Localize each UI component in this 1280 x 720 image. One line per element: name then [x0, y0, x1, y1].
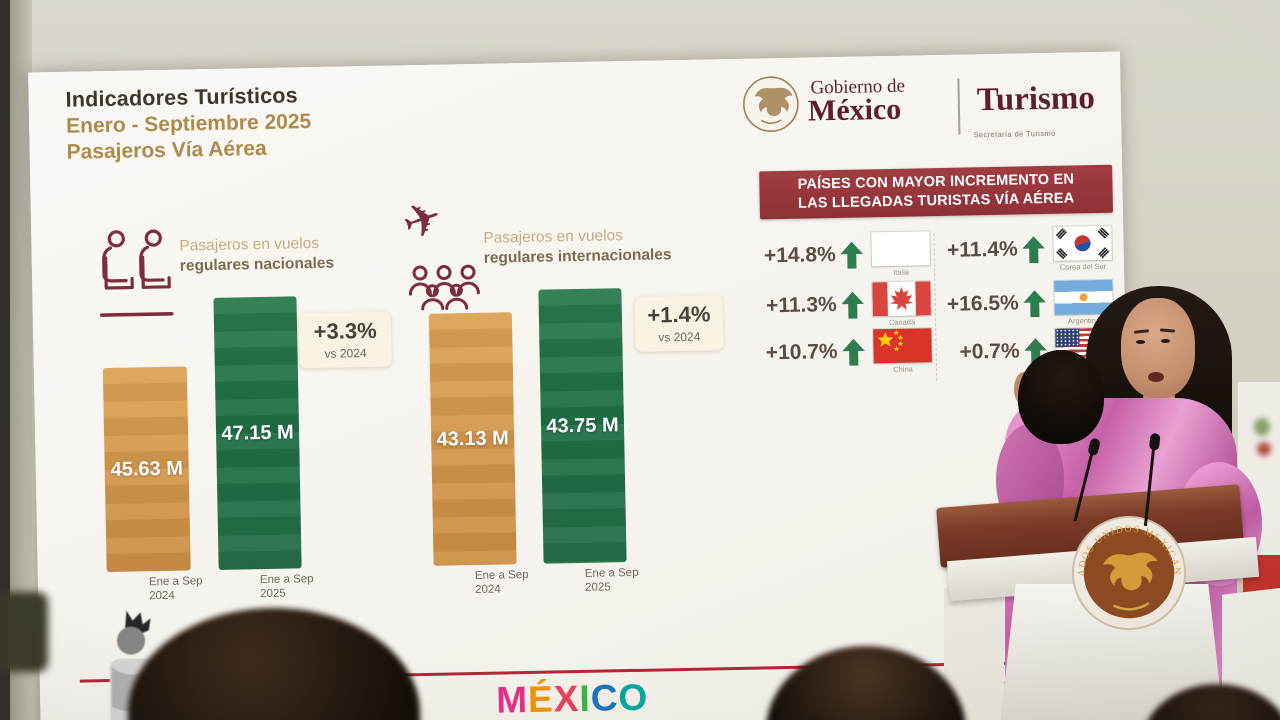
bar-period-label: Ene a Sep 2025	[259, 573, 314, 601]
wall-shadow	[10, 0, 32, 720]
up-arrow-icon	[841, 291, 864, 319]
screen-left-bezel	[0, 0, 10, 720]
brand-divider	[957, 78, 961, 135]
bar-value-label: 43.75 M	[546, 413, 619, 438]
country-increment-south-korea: +11.4%	[939, 225, 1114, 273]
panel-column-divider	[933, 233, 938, 382]
bar-value-label: 43.13 M	[436, 426, 510, 451]
speaker-eye	[1161, 339, 1170, 343]
canada-flag-icon	[872, 280, 931, 316]
seated-passengers-icon	[99, 229, 174, 317]
bar-period-label: Ene a Sep 2024	[148, 575, 203, 603]
countries-panel-header: PAÍSES CON MAYOR INCREMENTO EN LAS LLEGA…	[759, 164, 1113, 220]
country-increment-canada: +11.3% Canadá	[758, 280, 933, 328]
china-flag-icon	[873, 327, 932, 363]
up-arrow-icon	[840, 241, 863, 269]
crowd-icon	[408, 264, 480, 311]
banner-emblem-mark	[1257, 442, 1271, 456]
mexico-wordmark: México	[807, 92, 902, 128]
chart1-label-line1: Pasajeros en vuelos	[179, 234, 320, 255]
up-arrow-icon	[1024, 337, 1047, 365]
slide-title: Indicadores Turísticos	[65, 83, 299, 112]
up-arrow-icon	[1022, 235, 1045, 263]
chart2-label-line2: regulares internacionales	[483, 246, 672, 267]
gobierno-eagle-seal-icon	[743, 76, 799, 133]
bar-period-label: Ene a Sep 2024	[474, 568, 529, 596]
slide-subtitle-topic: Pasajeros Vía Aérea	[66, 136, 267, 164]
delta-badge-internacionales: +1.4% vs 2024	[634, 295, 724, 352]
bar-period-label: Ene a Sep 2025	[584, 566, 639, 594]
up-arrow-icon	[1023, 289, 1046, 317]
delta-badge-nacionales: +3.3% vs 2024	[298, 311, 392, 369]
chart1-label-line2: regulares nacionales	[179, 254, 335, 275]
speaker-face	[1121, 298, 1195, 398]
up-arrow-icon	[842, 338, 865, 366]
second-person-head	[1018, 350, 1104, 444]
banner-emblem-mark	[1254, 418, 1270, 436]
bar-nacionales-2025: 47.15 M	[213, 296, 302, 570]
bar-value-label: 47.15 M	[221, 420, 294, 445]
speaker-mouth	[1148, 372, 1164, 382]
bar-nacionales-2024: 45.63 M	[102, 366, 191, 573]
airplane-icon: ✈	[395, 188, 450, 252]
country-increment-italy: +14.8% Italia	[757, 230, 932, 278]
italy-flag-icon	[871, 230, 930, 266]
mexico-tourism-logo: MÉXICO	[495, 676, 649, 720]
chart2-label-line1: Pasajeros en vuelos	[483, 227, 624, 247]
country-increment-china: +10.7% China	[759, 327, 934, 375]
bar-internacionales-2025: 43.75 M	[538, 288, 627, 564]
slide-subtitle-period: Enero - Septiembre 2025	[65, 110, 312, 138]
country-increment-argentina: +16.5% Argentina	[940, 279, 1115, 327]
secretaria-subtext: Secretaría de Turismo	[973, 128, 1056, 140]
speaker-eye	[1136, 340, 1145, 344]
bar-value-label: 45.63 M	[110, 457, 184, 481]
country-increment-usa: +0.7% Estados Unidos	[941, 327, 1116, 375]
dark-object-left	[0, 592, 48, 672]
bar-internacionales-2024: 43.13 M	[428, 312, 517, 566]
south-korea-flag-icon	[1053, 225, 1112, 261]
turismo-wordmark: Turismo	[976, 80, 1096, 119]
podium-national-seal: ESTADOS UNIDOS MEXICANOS	[1066, 510, 1187, 631]
